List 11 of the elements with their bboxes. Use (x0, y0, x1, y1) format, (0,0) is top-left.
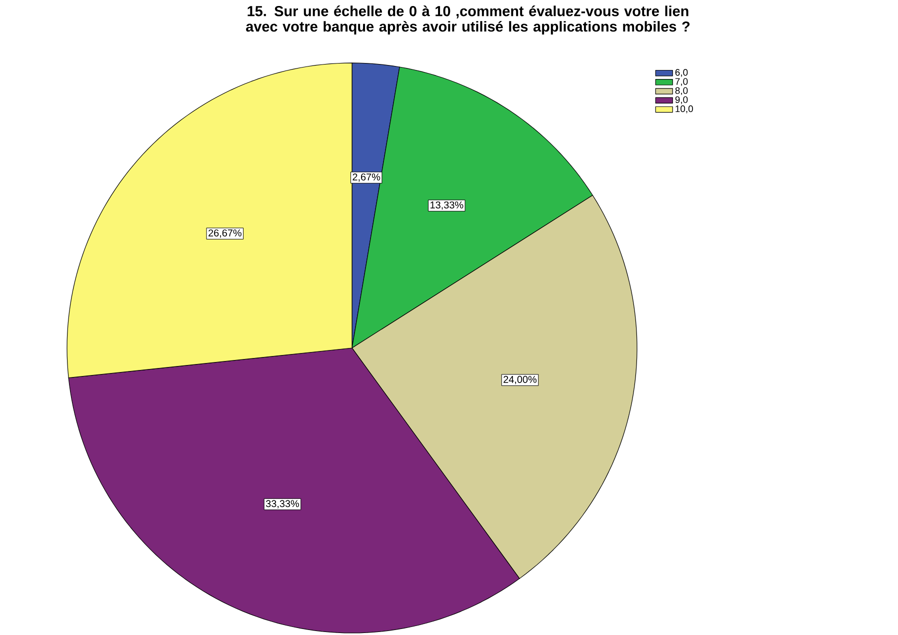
legend-label: 6,0 (675, 69, 688, 77)
data-label: 26,67% (208, 229, 242, 238)
data-label: 13,33% (430, 201, 464, 210)
data-label: 33,33% (266, 500, 300, 508)
legend-label: 9,0 (675, 96, 688, 104)
legend-label: 7,0 (675, 78, 688, 86)
data-label: 24,00% (504, 376, 537, 384)
chart-title: 15. Sur une échelle de 0 à 10 ,comment évaluez-vous votre lien avec votre banque après avoir utilisé les applications mobiles ? (246, 6, 690, 35)
legend-label: 8,0 (675, 87, 688, 96)
legend-label: 10,0 (676, 105, 693, 114)
data-label: 2,67% (352, 173, 380, 182)
